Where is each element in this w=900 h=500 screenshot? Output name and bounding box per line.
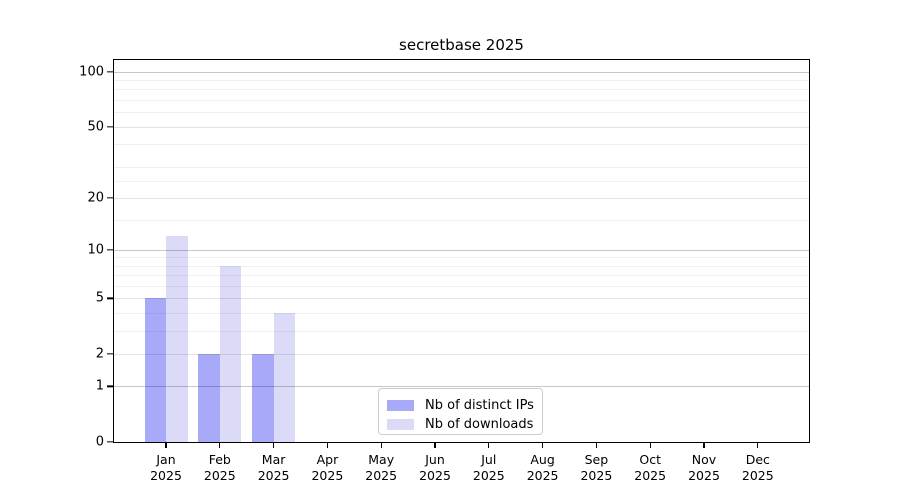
y-gridline-minor <box>114 100 809 102</box>
legend-swatch-distinct-ips <box>387 400 414 411</box>
x-tick-label: Mar 2025 <box>242 452 306 484</box>
bar-downloads <box>219 265 242 442</box>
x-tick-month: Aug <box>530 452 555 467</box>
x-tick-mark <box>326 443 329 448</box>
y-tick-mark <box>107 441 113 443</box>
y-tick-label: 10 <box>87 242 104 258</box>
x-tick-year: 2025 <box>741 468 774 483</box>
y-tick-label: 20 <box>87 190 104 206</box>
y-tick-mark <box>107 197 113 199</box>
y-tick-mark <box>107 353 113 355</box>
y-tick-mark <box>107 385 113 388</box>
x-tick-label: May 2025 <box>349 452 413 484</box>
x-tick-mark <box>488 443 490 448</box>
x-tick-mark <box>219 443 221 448</box>
y-tick-mark <box>107 297 113 299</box>
legend-swatch-downloads <box>387 419 414 430</box>
x-tick-mark <box>542 443 544 448</box>
legend: Nb of distinct IPs Nb of downloads <box>378 388 543 435</box>
y-gridline-minor <box>114 285 809 287</box>
x-tick-month: Jul <box>481 452 497 467</box>
y-gridline-minor <box>114 180 809 182</box>
x-tick-label: Jun 2025 <box>403 452 467 484</box>
x-tick-year: 2025 <box>580 468 613 483</box>
x-tick-year: 2025 <box>688 468 720 483</box>
y-gridline-minor <box>114 265 809 267</box>
y-gridline-minor <box>114 219 809 221</box>
x-tick-year: 2025 <box>526 468 559 483</box>
x-tick-month: Feb <box>208 452 231 467</box>
x-tick-mark <box>703 443 705 448</box>
y-gridline <box>114 126 809 128</box>
y-gridline <box>114 298 809 300</box>
y-gridline <box>114 249 809 251</box>
x-tick-mark <box>273 443 275 448</box>
y-tick-mark <box>107 125 113 128</box>
bar-distinct-ips <box>198 353 220 442</box>
x-tick-month: Jun <box>425 452 445 467</box>
y-gridline-minor <box>114 89 809 91</box>
x-tick-year: 2025 <box>311 468 344 483</box>
x-tick-year: 2025 <box>257 468 290 483</box>
x-tick-mark <box>380 443 382 448</box>
bar-downloads <box>166 236 188 442</box>
bar-downloads <box>273 312 296 442</box>
y-gridline-minor <box>114 112 809 114</box>
y-tick-label: 50 <box>87 119 104 135</box>
chart-title: secretbase 2025 <box>399 36 524 54</box>
x-tick-label: Sep 2025 <box>564 452 628 484</box>
x-tick-label: Dec 2025 <box>726 452 790 484</box>
plot-area: Nb of distinct IPs Nb of downloads <box>113 59 810 443</box>
legend-item-downloads: Nb of downloads <box>387 415 534 434</box>
y-tick-label: 2 <box>95 346 104 362</box>
y-gridline <box>114 71 809 73</box>
x-tick-month: May <box>368 452 395 467</box>
y-tick-mark <box>107 248 113 251</box>
y-gridline <box>114 197 809 199</box>
x-tick-month: Apr <box>316 452 339 467</box>
x-tick-year: 2025 <box>365 468 398 483</box>
x-tick-label: Aug 2025 <box>511 452 575 484</box>
x-tick-label: Nov 2025 <box>672 452 736 484</box>
x-tick-mark <box>434 443 436 448</box>
legend-label-distinct-ips: Nb of distinct IPs <box>425 398 534 413</box>
x-tick-mark <box>165 443 167 448</box>
x-tick-year: 2025 <box>203 468 236 483</box>
y-tick-label: 0 <box>95 434 104 450</box>
y-gridline-minor <box>114 80 809 82</box>
y-gridline-minor <box>114 312 809 314</box>
x-tick-month: Sep <box>584 452 609 467</box>
x-tick-mark <box>595 443 598 448</box>
y-tick-label: 5 <box>95 290 104 306</box>
x-tick-month: Dec <box>745 452 770 467</box>
x-tick-mark <box>649 443 651 448</box>
x-tick-year: 2025 <box>150 468 182 483</box>
x-tick-label: Apr 2025 <box>295 452 359 484</box>
y-tick-label: 100 <box>79 64 104 80</box>
x-tick-mark <box>757 443 759 448</box>
x-tick-month: Oct <box>639 452 661 467</box>
y-tick-label: 1 <box>95 378 104 394</box>
x-tick-label: Feb 2025 <box>188 452 252 484</box>
x-tick-year: 2025 <box>419 468 451 483</box>
legend-item-distinct-ips: Nb of distinct IPs <box>387 396 534 415</box>
y-gridline-minor <box>114 330 809 332</box>
y-gridline-minor <box>114 275 809 277</box>
legend-label-downloads: Nb of downloads <box>425 417 534 432</box>
x-tick-label: Jan 2025 <box>134 452 198 484</box>
bar-distinct-ips <box>252 353 274 442</box>
y-gridline-minor <box>114 257 809 259</box>
x-tick-year: 2025 <box>472 468 505 483</box>
bar-distinct-ips <box>144 298 166 442</box>
y-gridline-minor <box>114 144 809 146</box>
x-tick-month: Nov <box>691 452 717 467</box>
x-tick-year: 2025 <box>634 468 667 483</box>
x-tick-month: Mar <box>261 452 286 467</box>
y-tick-mark <box>107 71 113 73</box>
y-gridline-minor <box>114 166 809 168</box>
x-tick-month: Jan <box>156 452 176 467</box>
x-tick-label: Oct 2025 <box>618 452 682 484</box>
x-tick-label: Jul 2025 <box>457 452 521 484</box>
